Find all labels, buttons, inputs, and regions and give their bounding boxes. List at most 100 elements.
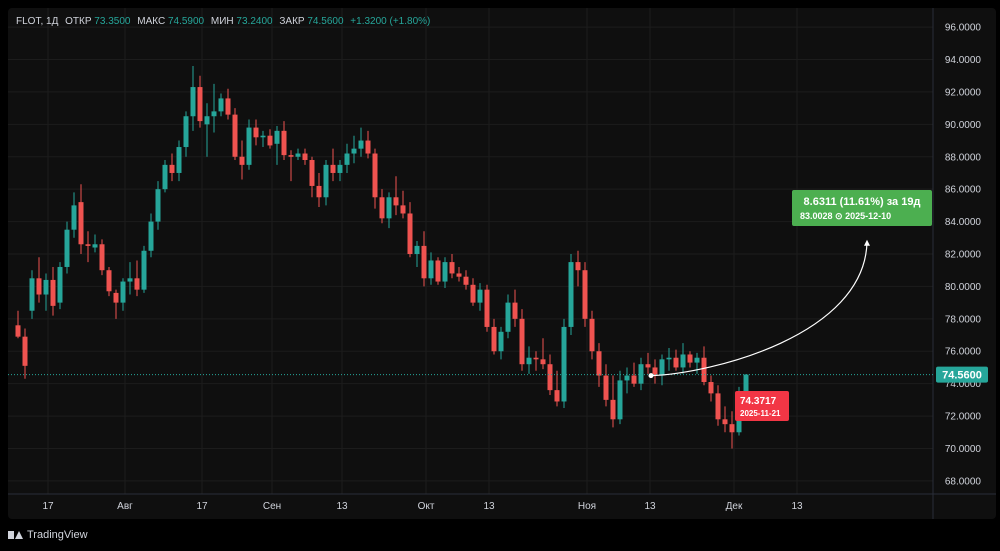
candle-body <box>386 197 392 219</box>
candle-body <box>36 278 42 295</box>
candle-body <box>225 98 231 115</box>
candle <box>610 375 616 428</box>
candle-body <box>113 292 119 303</box>
candle <box>505 294 511 339</box>
candle-body <box>57 266 63 303</box>
candle <box>519 309 525 371</box>
y-tick-label: 76.0000 <box>945 347 982 358</box>
candle <box>36 257 42 303</box>
candle <box>701 346 707 386</box>
candle-body <box>309 160 315 186</box>
candle <box>218 93 224 117</box>
candle <box>645 352 651 374</box>
candle <box>309 156 315 198</box>
candle-body <box>596 351 602 376</box>
candle <box>715 385 721 426</box>
candle-body <box>43 279 49 295</box>
candle <box>365 130 371 159</box>
legend-close-label: ЗАКР <box>279 16 305 27</box>
candle-body <box>722 419 728 425</box>
candle-body <box>631 375 637 384</box>
candle <box>477 283 483 311</box>
candle-body <box>155 189 161 222</box>
candle <box>540 338 546 370</box>
candle <box>442 257 448 289</box>
price-axis[interactable]: 96.0000 94.0000 92.0000 90.0000 88.0000 86.00… <box>932 8 982 519</box>
candle-body <box>288 155 294 157</box>
candle-body <box>379 197 385 219</box>
candle <box>22 328 28 379</box>
candle-body <box>120 281 126 303</box>
candle-body <box>393 197 399 206</box>
candle <box>596 343 602 387</box>
candle-body <box>337 164 343 173</box>
candle-body <box>134 278 140 290</box>
legend-low-value: 73.2400 <box>236 16 273 27</box>
candle <box>127 262 133 295</box>
candle-body <box>729 424 735 433</box>
projection-curve <box>650 241 868 377</box>
projection-start-price: 74.3717 <box>740 396 777 407</box>
candle <box>379 189 385 224</box>
time-axis[interactable]: 17 Авг 17 Сен 13 Окт 13 Ноя 13 Дек 13 <box>8 493 996 512</box>
last-price-label: 74.5600 <box>936 366 988 383</box>
candle-body <box>50 279 56 306</box>
candle-body <box>652 367 658 376</box>
projection-start-label[interactable]: 74.3717 2025-11-21 <box>735 391 789 421</box>
y-tick-label: 82.0000 <box>945 250 982 261</box>
y-tick-label: 74.0000 <box>945 379 982 390</box>
candle-body <box>715 393 721 420</box>
candle <box>29 270 35 319</box>
candle-body <box>92 244 98 248</box>
candle-body <box>302 153 308 160</box>
candle-body <box>435 260 441 282</box>
x-tick-label: 13 <box>483 501 495 512</box>
candle <box>344 143 350 173</box>
candle <box>50 266 56 316</box>
candle-body <box>344 153 350 165</box>
projection-target-text: 83.0028 ⊙ 2025-12-10 <box>800 211 891 221</box>
projection-box[interactable]: 8.6311 (11.61%) за 19д 83.0028 ⊙ 2025-12… <box>792 190 932 226</box>
last-price-value: 74.5600 <box>942 370 982 382</box>
candle-body <box>141 250 147 290</box>
legend-open-value: 73.3500 <box>94 16 131 27</box>
candle-body <box>330 164 336 173</box>
candle-body <box>85 244 91 246</box>
chart-panel[interactable]: 96.0000 94.0000 92.0000 90.0000 88.0000 86.00… <box>8 8 996 519</box>
candle-body <box>575 262 581 271</box>
candle <box>687 351 693 368</box>
candle <box>526 346 532 374</box>
legend: FLOT, 1Д ОТКР 73.3500 МАКС 74.5900 МИН 7… <box>16 16 430 27</box>
candle <box>106 266 112 297</box>
footer[interactable]: TradingView <box>8 524 308 546</box>
y-tick-label: 86.0000 <box>945 185 982 196</box>
brand-name: TradingView <box>27 529 88 541</box>
candle <box>358 127 364 157</box>
candle <box>197 75 203 128</box>
projection-change-text: 8.6311 (11.61%) за 19д <box>804 196 921 208</box>
candle <box>232 108 238 160</box>
candle <box>498 326 504 360</box>
candle-body <box>638 364 644 384</box>
candle <box>617 370 623 425</box>
candle-body <box>512 302 518 319</box>
candle <box>351 135 357 164</box>
candle <box>456 266 462 282</box>
candle-body <box>372 153 378 198</box>
x-tick-label: Окт <box>418 501 435 512</box>
candle <box>659 354 665 386</box>
candle-body <box>29 278 35 311</box>
candle <box>323 160 329 206</box>
candle-body <box>281 130 287 156</box>
candle-body <box>743 374 749 395</box>
candle <box>603 364 609 407</box>
x-tick-label: 17 <box>42 501 54 512</box>
candle-body <box>400 205 406 214</box>
candlestick-chart[interactable]: 96.0000 94.0000 92.0000 90.0000 88.0000 86.00… <box>8 8 996 519</box>
candle <box>274 125 280 165</box>
candle <box>253 119 259 146</box>
candle <box>43 273 49 311</box>
candle-body <box>78 202 84 245</box>
candle-body <box>127 278 133 282</box>
legend-open-label: ОТКР <box>65 16 92 27</box>
